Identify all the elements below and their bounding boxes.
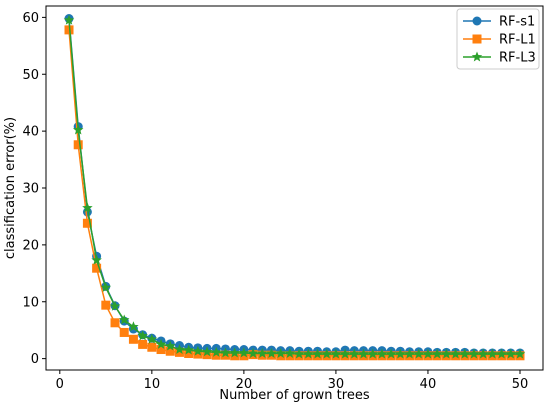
data-point xyxy=(192,345,204,356)
data-point xyxy=(202,350,212,360)
data-point xyxy=(155,338,167,349)
data-point xyxy=(505,348,517,359)
data-point xyxy=(284,348,296,358)
series-rf-l3 xyxy=(63,14,526,359)
legend-item: RF-L3 xyxy=(463,51,536,66)
data-point xyxy=(358,348,369,359)
data-point xyxy=(184,349,194,359)
series-layer xyxy=(63,14,526,361)
data-point xyxy=(431,348,443,359)
legend-label: RF-L1 xyxy=(499,33,536,48)
data-point xyxy=(496,348,507,359)
data-point xyxy=(293,348,305,359)
data-point xyxy=(128,334,138,344)
data-point xyxy=(349,348,360,359)
y-tick-label: 30 xyxy=(22,182,39,197)
legend: RF-s1 RF-L1 RF-L3 xyxy=(456,8,540,70)
data-point xyxy=(450,348,461,359)
data-point xyxy=(230,351,240,361)
data-point xyxy=(422,348,434,359)
data-point xyxy=(110,318,120,328)
data-point xyxy=(119,327,129,337)
legend-label: RF-s1 xyxy=(499,15,535,30)
data-point xyxy=(229,347,240,358)
data-point xyxy=(211,350,221,360)
data-point xyxy=(63,14,75,25)
data-point xyxy=(165,346,175,356)
data-point xyxy=(137,330,148,341)
y-tick-label: 0 xyxy=(31,352,39,367)
x-axis-label: Number of grown trees xyxy=(219,388,369,403)
data-point xyxy=(165,340,176,351)
legend-item: RF-L1 xyxy=(463,33,536,48)
data-point xyxy=(275,348,286,358)
data-point xyxy=(468,348,480,359)
data-point xyxy=(404,348,415,359)
data-point xyxy=(73,140,83,150)
y-tick-label: 60 xyxy=(22,11,39,26)
data-point xyxy=(64,25,74,35)
legend-item: RF-s1 xyxy=(463,15,535,30)
data-point xyxy=(91,254,102,265)
data-point xyxy=(174,344,185,354)
data-point xyxy=(321,348,332,359)
data-point xyxy=(312,348,323,359)
data-point xyxy=(138,339,148,349)
y-tick-label: 20 xyxy=(22,238,39,253)
data-point xyxy=(238,347,250,358)
data-point xyxy=(266,348,277,358)
axis-ticks: 0 10 20 30 40 50 0 10 20 30 40 50 60 xyxy=(22,11,528,392)
y-tick-label: 50 xyxy=(22,68,39,83)
data-point xyxy=(119,314,130,325)
data-point xyxy=(100,282,112,292)
data-point xyxy=(376,348,388,359)
data-point xyxy=(109,300,121,311)
data-point xyxy=(367,348,378,359)
data-point xyxy=(303,348,314,359)
legend-marker xyxy=(472,34,482,44)
x-tick-label: 10 xyxy=(144,377,161,392)
data-point xyxy=(92,263,102,273)
data-point xyxy=(101,300,111,310)
data-point xyxy=(174,347,184,357)
data-point xyxy=(82,218,92,228)
x-tick-label: 40 xyxy=(420,377,437,392)
legend-marker xyxy=(471,51,483,62)
data-point xyxy=(385,348,397,359)
x-tick-label: 0 xyxy=(56,377,64,392)
legend-label: RF-L3 xyxy=(499,51,536,66)
data-point xyxy=(514,348,526,359)
data-point xyxy=(128,321,139,332)
x-tick-label: 20 xyxy=(236,377,253,392)
data-point xyxy=(487,348,498,359)
data-point xyxy=(477,348,489,359)
data-point xyxy=(330,348,342,359)
data-point xyxy=(339,348,351,359)
y-axis-label: classification error(%) xyxy=(3,117,18,259)
y-tick-label: 40 xyxy=(22,125,39,140)
data-point xyxy=(146,333,158,344)
y-tick-label: 10 xyxy=(22,295,39,310)
data-point xyxy=(72,124,84,135)
legend-marker xyxy=(472,16,482,26)
data-point xyxy=(147,342,157,352)
data-point xyxy=(239,351,249,361)
data-point xyxy=(193,349,203,359)
data-point xyxy=(201,346,213,357)
data-point xyxy=(247,348,259,358)
data-point xyxy=(82,202,93,213)
data-point xyxy=(211,346,222,357)
data-point xyxy=(441,348,452,359)
x-tick-label: 50 xyxy=(512,377,529,392)
data-point xyxy=(220,347,231,358)
data-point xyxy=(257,348,268,358)
data-point xyxy=(459,348,470,359)
x-tick-label: 30 xyxy=(328,377,345,392)
data-point xyxy=(395,348,406,359)
data-point xyxy=(156,345,166,355)
data-point xyxy=(183,344,194,355)
data-point xyxy=(413,348,424,359)
